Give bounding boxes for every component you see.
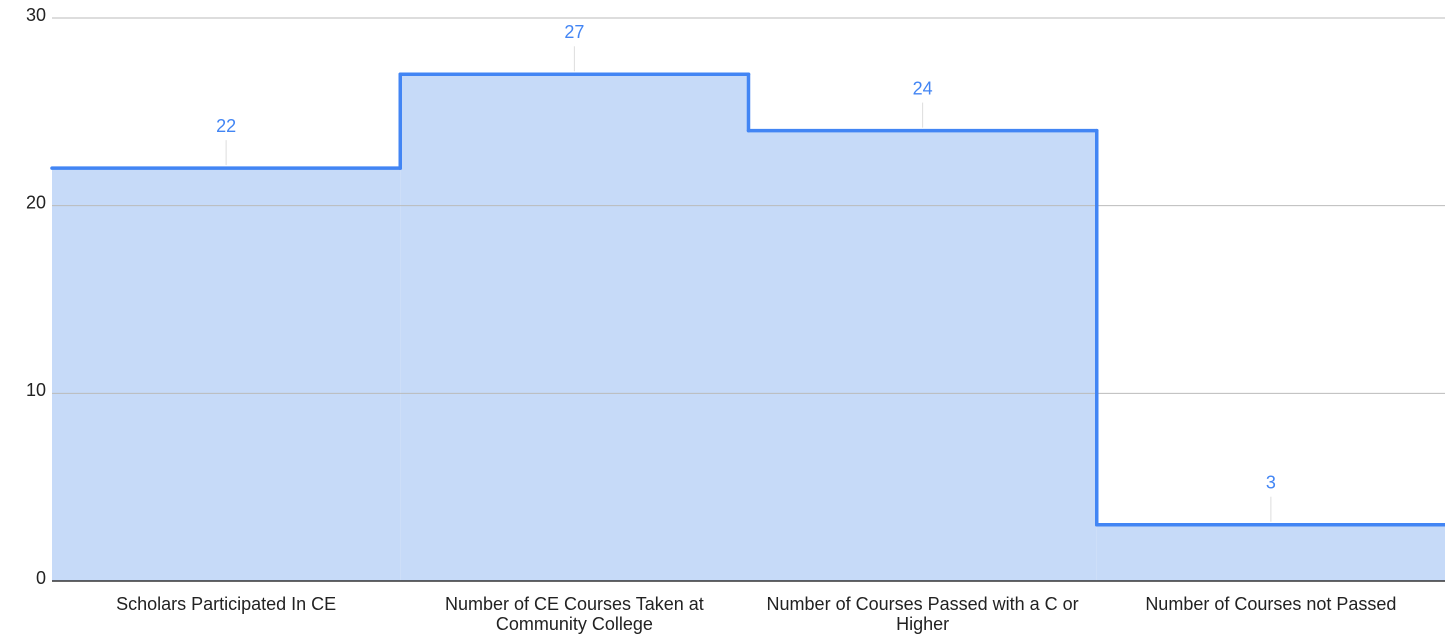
y-tick-label: 10 [26, 380, 46, 400]
y-tick-label: 20 [26, 192, 46, 212]
step-area [1096, 524, 1445, 581]
x-tick-label: Number of Courses Passed with a C or Hig… [766, 594, 1079, 634]
data-label: 27 [564, 22, 584, 42]
x-tick-label: Number of CE Courses Taken at Community … [444, 594, 704, 634]
y-tick-label: 0 [36, 568, 46, 588]
x-tick-label: Number of Courses not Passed [1145, 594, 1397, 614]
data-label: 3 [1266, 472, 1276, 492]
step-area [52, 168, 401, 581]
data-label: 24 [913, 78, 933, 98]
y-tick-label: 30 [26, 5, 46, 25]
x-tick-label: Scholars Participated In CE [116, 594, 337, 614]
step-area [400, 74, 749, 582]
step-area [748, 130, 1097, 581]
data-label: 22 [216, 116, 236, 136]
